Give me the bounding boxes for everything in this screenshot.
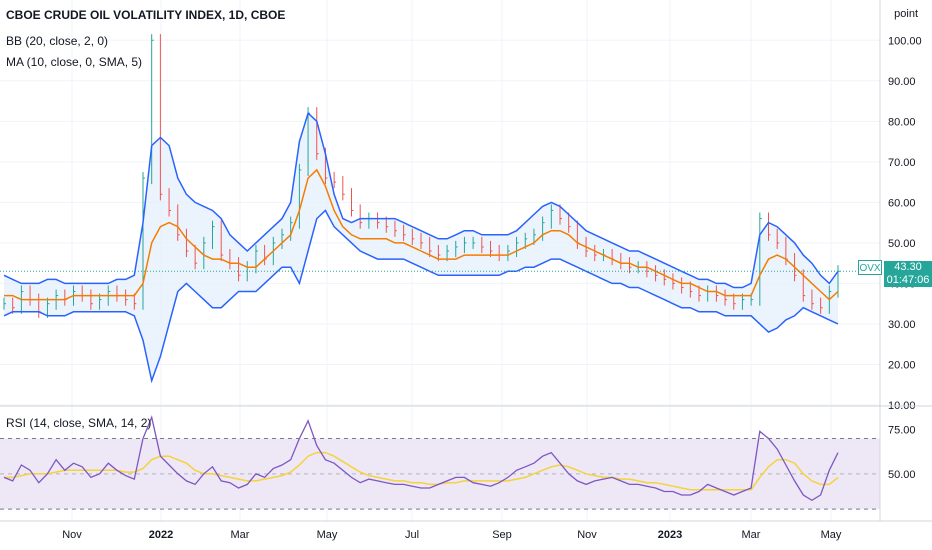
price-scale-unit: point (894, 8, 918, 20)
bb-upper-line (3, 111, 839, 289)
price-tick-label: 30.00 (888, 319, 916, 331)
indicator-bands (0, 113, 880, 510)
time-tick-label: Nov (62, 529, 82, 541)
bb-basis-line (4, 168, 839, 301)
last-price-tag: 43.30 (884, 261, 932, 274)
chart-title: CBOE CRUDE OIL VOLATILITY INDEX, 1D, CBO… (6, 8, 286, 22)
series-lines (0, 34, 880, 502)
price-tick-label: 90.00 (888, 76, 916, 88)
time-tick-label: Sep (492, 529, 512, 541)
symbol-tag: OVX (858, 260, 882, 275)
bb-lower-line (3, 209, 839, 384)
bb-indicator-label[interactable]: BB (20, close, 2, 0) (6, 34, 109, 48)
time-tick-label: May (317, 529, 338, 541)
time-tick-label: 2023 (658, 529, 682, 541)
time-tick-label: Mar (742, 529, 761, 541)
countdown-tag: 01:47:06 (884, 274, 932, 287)
time-tick-label: Mar (231, 529, 250, 541)
price-tick-label: 60.00 (888, 197, 916, 209)
time-tick-label: May (821, 529, 842, 541)
rsi-line (3, 415, 839, 502)
price-tick-label: 50.00 (888, 238, 916, 250)
time-tick-label: Nov (577, 529, 597, 541)
price-tick-label: 70.00 (888, 157, 916, 169)
rsi-tick-label: 75.00 (888, 425, 916, 437)
rsi-tick-label: 50.00 (888, 469, 916, 481)
rsi-indicator-label[interactable]: RSI (14, close, SMA, 14, 2) (6, 416, 152, 430)
ma-indicator-label[interactable]: MA (10, close, 0, SMA, 5) (6, 55, 143, 69)
price-tick-label: 20.00 (888, 359, 916, 371)
rsi-ma-line (4, 451, 839, 491)
price-tick-label: 80.00 (888, 116, 916, 128)
time-tick-label: Jul (405, 529, 419, 541)
time-tick-label: 2022 (149, 529, 173, 541)
price-tick-label: 100.00 (888, 35, 922, 47)
